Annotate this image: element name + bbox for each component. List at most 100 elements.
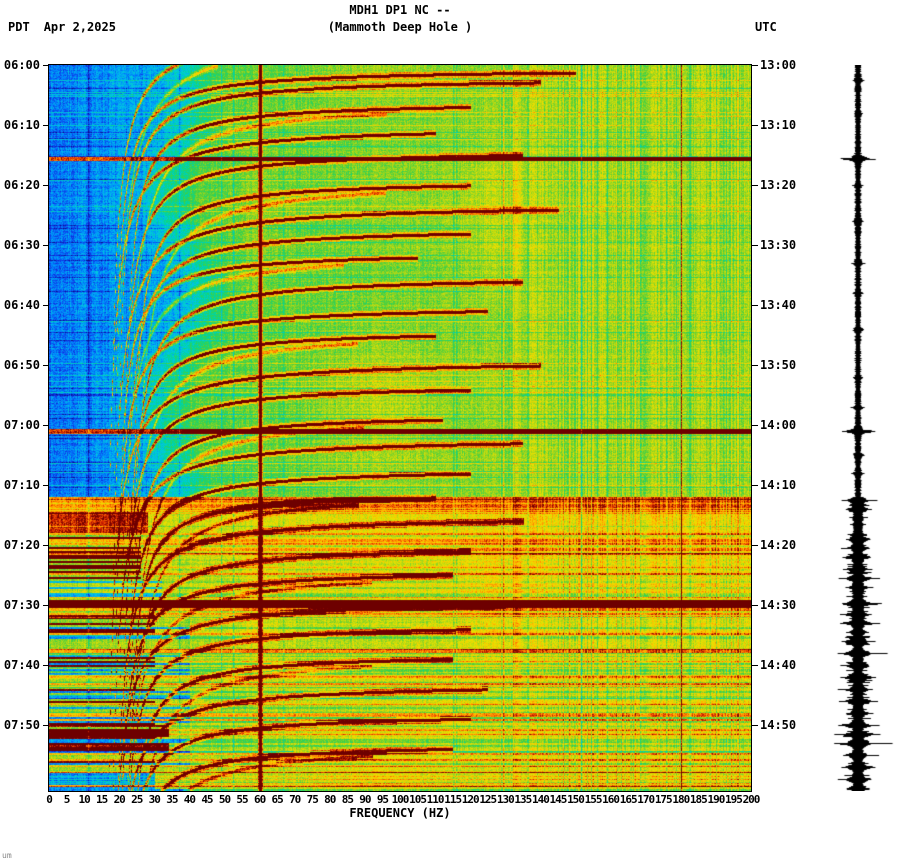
time-tick-right [752,425,758,426]
time-tick-label-left: 06:30 [3,238,40,252]
time-tick-right [752,605,758,606]
freq-tick-label: 140 [531,793,550,806]
freq-tick-label: 90 [359,793,371,806]
timezone-left-label: PDT [8,20,30,34]
time-tick-right [752,185,758,186]
x-axis-title: FREQUENCY (HZ) [349,806,451,820]
station-subtitle: (Mammoth Deep Hole ) [327,20,473,34]
freq-tick-label: 195 [725,793,743,806]
freq-tick-label: 150 [567,793,585,806]
freq-tick-label: 190 [707,793,725,806]
time-tick-left [43,605,48,606]
time-tick-label-left: 06:00 [3,58,40,72]
freq-tick-label: 40 [183,793,196,806]
time-tick-label-right: 13:20 [760,178,797,192]
freq-tick-label: 80 [324,793,336,806]
time-tick-left [43,245,48,246]
time-tick-right [752,305,758,306]
footer-note: um [2,851,12,860]
freq-tick-label: 95 [376,793,389,806]
freq-tick-label: 130 [496,793,515,806]
time-tick-right [752,365,758,366]
freq-tick-label: 30 [148,793,161,806]
time-tick-label-left: 06:10 [3,118,40,132]
time-tick-right [752,665,758,666]
time-tick-left [43,425,48,426]
freq-tick-label: 25 [131,793,143,806]
time-tick-label-right: 14:30 [760,598,797,612]
timezone-right-label: UTC [755,20,777,34]
time-tick-left [43,305,48,306]
freq-tick-label: 165 [619,793,638,806]
freq-tick-label: 75 [306,793,319,806]
freq-tick-label: 70 [289,793,301,806]
time-tick-label-left: 06:40 [3,298,40,312]
date-label: Apr 2,2025 [43,20,116,34]
freq-tick-label: 35 [166,793,178,806]
time-tick-right [752,725,758,726]
left-timezone-and-date: PDT Apr 2,2025 [8,20,116,34]
freq-tick-label: 200 [742,793,761,806]
freq-tick-label: 15 [96,793,108,806]
time-tick-right [752,485,758,486]
time-tick-label-right: 13:30 [760,238,797,252]
freq-tick-label: 85 [341,793,354,806]
time-tick-left [43,665,48,666]
time-tick-label-left: 07:20 [3,538,40,552]
freq-tick-label: 145 [549,793,568,806]
freq-tick-label: 55 [236,793,248,806]
time-tick-label-left: 07:10 [3,478,40,492]
freq-tick-label: 115 [444,793,462,806]
spectrogram-frame [48,64,752,792]
time-tick-right [752,125,758,126]
freq-tick-label: 50 [218,793,231,806]
freq-tick-label: 45 [201,793,213,806]
time-tick-right [752,245,758,246]
time-tick-label-right: 13:10 [760,118,797,132]
freq-tick-label: 180 [672,793,690,806]
time-tick-left [43,485,48,486]
time-tick-label-right: 14:40 [760,658,797,672]
freq-tick-label: 65 [271,793,284,806]
freq-tick-label: 0 [46,793,53,806]
time-tick-left [43,185,48,186]
freq-tick-label: 135 [514,793,532,806]
time-tick-label-right: 14:50 [760,718,797,732]
time-tick-left [43,65,48,66]
freq-tick-label: 100 [391,793,410,806]
time-tick-label-right: 14:00 [760,418,797,432]
time-tick-label-left: 07:30 [3,598,40,612]
time-tick-label-left: 06:20 [3,178,40,192]
freq-tick-label: 120 [461,793,480,806]
time-tick-label-right: 13:00 [760,58,797,72]
time-tick-left [43,545,48,546]
station-title: MDH1 DP1 NC -- [349,3,451,17]
freq-tick-label: 160 [602,793,620,806]
time-tick-label-left: 06:50 [3,358,40,372]
freq-tick-label: 170 [637,793,655,806]
time-tick-left [43,365,48,366]
seismogram-trace [820,65,896,791]
time-tick-label-left: 07:40 [3,658,40,672]
freq-tick-label: 5 [63,793,71,806]
freq-tick-label: 185 [689,793,708,806]
time-tick-label-right: 13:40 [760,298,797,312]
freq-tick-label: 175 [654,793,673,806]
freq-tick-label: 155 [584,793,603,806]
time-tick-right [752,65,758,66]
time-tick-label-right: 13:50 [760,358,797,372]
time-tick-left [43,125,48,126]
spectrogram-image [49,65,751,791]
freq-tick-label: 105 [409,793,427,806]
time-tick-label-right: 14:10 [760,478,797,492]
time-tick-label-right: 14:20 [760,538,797,552]
freq-tick-label: 110 [426,793,445,806]
time-tick-label-left: 07:00 [3,418,40,432]
time-tick-label-left: 07:50 [3,718,40,732]
freq-tick-label: 60 [253,793,266,806]
time-tick-left [43,725,48,726]
freq-tick-label: 125 [479,793,497,806]
time-tick-right [752,545,758,546]
freq-tick-label: 10 [78,793,90,806]
